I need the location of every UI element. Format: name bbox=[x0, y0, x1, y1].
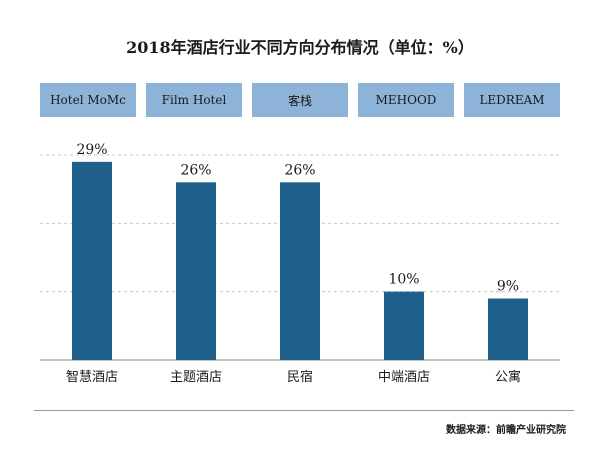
data-label: 10% bbox=[388, 272, 419, 288]
footer-divider bbox=[34, 410, 574, 411]
bar bbox=[176, 182, 216, 360]
source-note: 数据来源：前瞻产业研究院 bbox=[446, 425, 566, 436]
category-label: 民宿 bbox=[287, 369, 313, 385]
header-band: Hotel MoMc bbox=[40, 83, 136, 117]
bar bbox=[280, 182, 320, 360]
data-label: 29% bbox=[76, 142, 107, 158]
data-label: 9% bbox=[497, 279, 519, 295]
bar bbox=[488, 298, 528, 360]
header-band: 客栈 bbox=[252, 83, 348, 117]
data-label: 26% bbox=[284, 162, 315, 178]
bar bbox=[72, 161, 112, 360]
header-bands: Hotel MoMc Film Hotel 客栈 MEHOOD LEDREAM bbox=[40, 83, 560, 117]
category-label: 主题酒店 bbox=[170, 370, 222, 385]
header-band: MEHOOD bbox=[358, 83, 454, 117]
header-band: Film Hotel bbox=[146, 83, 242, 117]
header-band: LEDREAM bbox=[464, 83, 560, 117]
category-label: 智慧酒店 bbox=[66, 369, 118, 385]
chart-title: 2018年酒店行业不同方向分布情况（单位：%） bbox=[126, 38, 474, 57]
data-label: 26% bbox=[180, 162, 211, 178]
bar bbox=[384, 291, 424, 360]
category-label: 中端酒店 bbox=[378, 370, 430, 385]
category-label: 公寓 bbox=[495, 369, 521, 385]
